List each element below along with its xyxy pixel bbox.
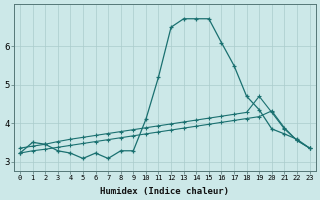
- X-axis label: Humidex (Indice chaleur): Humidex (Indice chaleur): [100, 187, 229, 196]
